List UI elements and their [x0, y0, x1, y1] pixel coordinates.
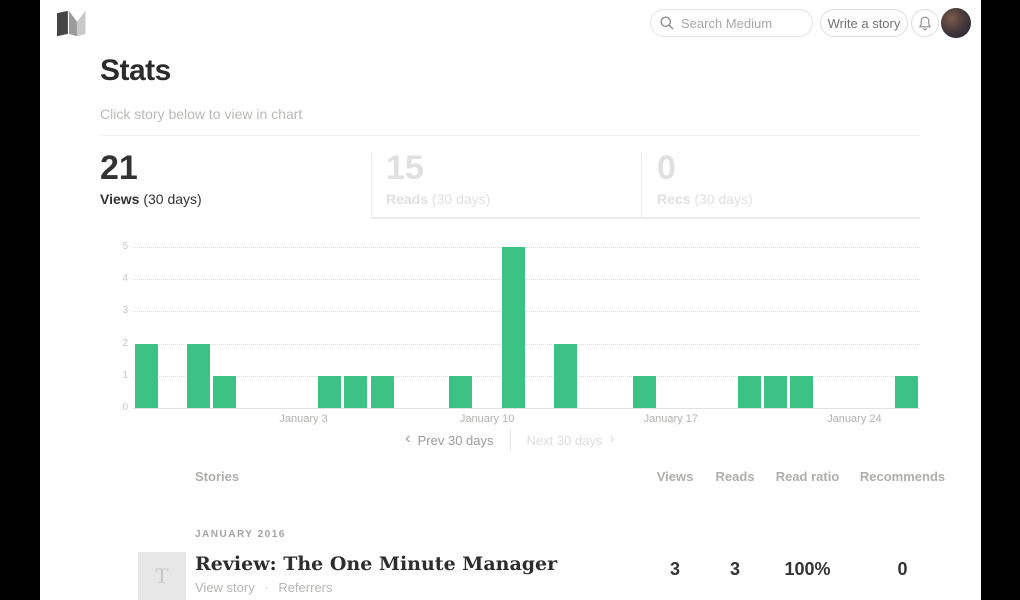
chart-bar-day29[interactable] — [895, 375, 919, 408]
view-story-link[interactable]: View story — [195, 580, 255, 595]
tab-separator — [371, 153, 372, 217]
search-bar[interactable] — [650, 9, 813, 37]
stat-tabs: 21 Views (30 days) 15 Reads (30 days) 0 … — [100, 136, 920, 218]
reads-column-header: Reads — [715, 469, 755, 484]
stories-column-header: Stories — [195, 469, 240, 484]
y-tick-label-2: 2 — [122, 337, 128, 349]
write-story-button[interactable]: Write a story — [820, 9, 908, 37]
gridline-y3 — [133, 311, 920, 313]
views-label: Views — [100, 190, 140, 207]
medium-logo-icon[interactable] — [57, 10, 86, 37]
recommends-column-header: Recommends — [859, 469, 946, 484]
tab-recs[interactable]: 0 Recs (30 days) — [642, 136, 913, 218]
story-title-link[interactable]: Review: The One Minute Manager — [195, 553, 558, 575]
chart-bar-day8[interactable] — [344, 375, 368, 408]
link-separator: · — [264, 580, 269, 595]
reads-period: (30 days) — [428, 190, 491, 207]
y-tick-label-5: 5 — [122, 241, 128, 252]
y-tick-label-4: 4 — [122, 273, 128, 285]
chart-baseline — [133, 408, 920, 409]
chart-range-nav: ‹ Prev 30 days Next 30 days › — [100, 429, 920, 451]
nav-divider — [509, 429, 511, 451]
story-reads-value: 3 — [729, 559, 740, 579]
chart-bar-day16[interactable] — [554, 343, 578, 408]
heading-divider — [100, 135, 920, 136]
y-tick-label-0: 0 — [122, 402, 128, 413]
views-bar-chart — [133, 247, 920, 409]
x-tick-label: January 17 — [643, 413, 698, 425]
chevron-left-icon: ‹ — [405, 430, 411, 447]
y-tick-label-1: 1 — [122, 369, 128, 381]
recs-count: 0 — [657, 149, 676, 187]
story-metrics-row: 3 3 100% 0 — [645, 559, 955, 580]
page-subtitle: Click story below to view in chart — [100, 106, 303, 122]
story-thumbnail[interactable]: T — [138, 552, 186, 600]
tab-reads[interactable]: 15 Reads (30 days) — [371, 136, 642, 218]
views-count: 21 — [100, 149, 138, 187]
recs-period: (30 days) — [690, 190, 753, 207]
story-views-value: 3 — [669, 559, 680, 579]
read-ratio-column-header: Read ratio — [775, 469, 840, 484]
gridline-y4 — [133, 279, 920, 281]
tab-separator — [641, 153, 642, 217]
gridline-y1 — [133, 375, 920, 377]
gridline-y2 — [133, 343, 920, 345]
story-read-ratio-value: 100% — [784, 559, 831, 579]
story-thumbnail-letter: T — [155, 563, 169, 588]
story-recommends-value: 0 — [897, 559, 908, 579]
chart-bar-day0[interactable] — [134, 343, 158, 408]
search-icon — [660, 16, 674, 30]
gridline-y5 — [133, 247, 920, 248]
views-column-header: Views — [656, 469, 694, 484]
chart-bar-day2[interactable] — [187, 343, 211, 408]
month-group-label: JANUARY 2016 — [195, 529, 286, 540]
tab-views[interactable]: 21 Views (30 days) — [100, 136, 371, 218]
prev-30-days-button[interactable]: ‹ Prev 30 days — [405, 430, 494, 448]
chart-bar-day3[interactable] — [213, 375, 237, 408]
x-tick-label: January 10 — [459, 413, 515, 425]
bell-icon — [919, 16, 931, 30]
search-input[interactable] — [681, 15, 796, 31]
next-30-days-button[interactable]: Next 30 days › — [526, 430, 615, 448]
views-period: (30 days) — [139, 190, 202, 207]
chart-bar-day25[interactable] — [790, 375, 814, 408]
story-links: View story · Referrers — [195, 580, 333, 595]
recs-label: Recs — [657, 190, 691, 207]
reads-label: Reads — [386, 190, 429, 207]
chevron-right-icon: › — [609, 430, 615, 447]
referrers-link[interactable]: Referrers — [278, 580, 333, 595]
reads-count: 15 — [386, 149, 424, 187]
chart-bar-day7[interactable] — [318, 375, 342, 408]
chart-bar-day24[interactable] — [764, 375, 788, 408]
chart-bar-day19[interactable] — [633, 375, 657, 408]
chart-bar-day14[interactable] — [501, 247, 525, 408]
page-title: Stats — [100, 54, 171, 87]
x-tick-label: January 24 — [827, 413, 882, 425]
notifications-button[interactable] — [911, 9, 939, 37]
inactive-tabs-underline — [371, 217, 920, 219]
metric-column-headers: Views Reads Read ratio Recommends — [645, 469, 955, 484]
stats-page: Write a story Stats Click story below to… — [40, 0, 981, 600]
x-tick-label: January 3 — [279, 413, 328, 425]
chart-bar-day23[interactable] — [737, 375, 761, 408]
chart-bar-day9[interactable] — [370, 375, 394, 408]
y-tick-label-3: 3 — [122, 305, 128, 317]
user-avatar[interactable] — [941, 8, 971, 38]
chart-bar-day12[interactable] — [449, 375, 473, 408]
